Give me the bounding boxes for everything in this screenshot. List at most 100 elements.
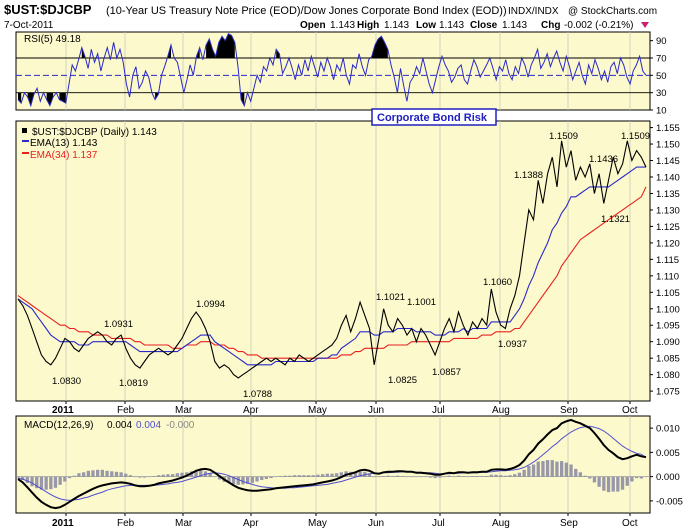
price-tick-label: 1.080	[656, 370, 680, 381]
macd-tick-label: 0.010	[656, 424, 680, 435]
macd-tick-label: 0.005	[656, 448, 680, 459]
low-value: 1.143	[439, 20, 464, 31]
chg-value: -0.002 (-0.21%)	[564, 20, 633, 31]
macd-histogram-bar	[531, 464, 536, 477]
price-data-label: 1.1509	[549, 131, 578, 142]
macd-histogram-bar	[180, 472, 184, 477]
macd-histogram-bar	[199, 470, 203, 477]
macd-histogram-bar	[574, 468, 578, 477]
macd-histogram-bar	[86, 470, 90, 477]
rsi-overbought-fill	[81, 33, 640, 58]
macd-y-axis: 0.010 0.005 0.000 -0.005	[650, 424, 683, 507]
macd-histogram-bar	[625, 476, 629, 486]
macd-histogram-bar	[560, 461, 564, 477]
price-tick-label: 1.135	[656, 189, 680, 200]
price-data-label: 1.1436	[589, 154, 618, 165]
price-y-axis: 1.155 1.150 1.145 1.140 1.135 1.130 1.125 1.120…	[650, 123, 680, 398]
macd-histogram-bar	[461, 476, 465, 477]
macd-x-axis: 2011 Feb Mar Apr May Jun Jul Aug Sep Oct	[52, 513, 638, 529]
macd-histogram-bar	[410, 476, 414, 478]
macd-histogram-bar	[91, 470, 95, 477]
macd-histogram-bar	[185, 472, 189, 477]
macd-histogram-bar	[241, 476, 245, 485]
macd-histogram-bar	[499, 475, 503, 477]
price-tick-label: 1.110	[656, 271, 679, 282]
macd-histogram-bar	[44, 476, 48, 490]
macd-histogram-bar	[231, 476, 236, 485]
low-label: Low	[416, 20, 436, 31]
macd-histogram-bar	[21, 476, 25, 480]
macd-histogram-bar	[592, 476, 597, 483]
macd-histogram-bar	[536, 461, 540, 477]
down-arrow-icon	[641, 22, 649, 28]
macd-x-tick-label: 2011	[52, 518, 74, 529]
macd-histogram-bar	[325, 473, 329, 477]
macd-histogram-bar	[545, 460, 550, 477]
macd-histogram-bar	[67, 476, 72, 479]
price-data-label: 1.1388	[514, 170, 543, 181]
price-tick-label: 1.120	[656, 238, 680, 249]
price-x-tick-label: Mar	[175, 405, 193, 416]
macd-histogram-bar	[555, 461, 559, 477]
macd-legend-label: MACD(12,26,9)	[24, 420, 93, 431]
price-data-label: 1.0994	[196, 299, 225, 310]
macd-histogram-bar	[264, 476, 268, 479]
macd-histogram-bar	[442, 476, 447, 478]
macd-histogram-bar	[550, 460, 554, 477]
rsi-panel	[15, 31, 651, 111]
macd-histogram-bar	[35, 476, 39, 489]
macd-histogram-bar	[175, 473, 179, 477]
brand-logo: @ StockCharts.com	[568, 6, 657, 17]
macd-histogram-bar	[583, 475, 587, 477]
macd-histogram-bar	[100, 469, 104, 477]
macd-histogram-bar	[438, 476, 442, 478]
macd-histogram-bar	[597, 476, 601, 487]
macd-signal-line	[17, 425, 647, 501]
macd-histogram-bar	[157, 475, 161, 477]
price-x-tick-label: May	[308, 405, 327, 416]
macd-histogram-bar	[25, 476, 29, 483]
price-tick-label: 1.150	[656, 140, 680, 151]
macd-histogram-bar	[213, 476, 217, 478]
macd-x-tick-label: May	[308, 518, 327, 529]
macd-histogram-bar	[471, 476, 475, 477]
macd-x-tick-label: Apr	[243, 518, 259, 529]
macd-histogram-bar	[335, 473, 339, 477]
macd-histogram-bar	[316, 474, 320, 477]
rsi-y-axis: 90 70 50 30 10	[650, 36, 667, 117]
macd-histogram-bar	[400, 476, 404, 477]
close-value: 1.143	[502, 20, 527, 31]
price-tick-label: 1.075	[656, 387, 680, 398]
ema13-series-line	[17, 166, 646, 366]
macd-histogram-bar	[639, 476, 643, 479]
macd-histogram-bar	[133, 476, 137, 478]
macd-histogram-bar	[217, 476, 222, 480]
macd-histogram-bar	[302, 475, 306, 477]
rsi-layer	[16, 32, 650, 108]
price-panel	[15, 120, 651, 402]
price-data-label: 1.1321	[601, 214, 630, 225]
price-data-label: 1.0788	[243, 389, 272, 400]
macd-histogram-bar	[391, 476, 395, 477]
macd-histogram-bar	[269, 476, 273, 479]
macd-histogram-bar	[171, 474, 175, 477]
macd-histogram-bar	[124, 473, 128, 477]
macd-legend-macd: 0.004	[107, 420, 132, 431]
price-data-label: 1.0830	[52, 376, 81, 387]
macd-histogram-bar	[635, 476, 639, 479]
macd-histogram-bar	[620, 476, 625, 490]
chg-label: Chg	[541, 20, 560, 31]
macd-histogram-bar	[541, 461, 545, 477]
macd-line	[17, 418, 647, 510]
macd-histogram-bar	[494, 474, 498, 477]
price-legend-text: $UST:$DJCBP (Daily) 1.143	[32, 127, 157, 138]
price-x-tick-label: Oct	[622, 405, 638, 416]
macd-histogram-bar	[447, 475, 451, 477]
price-legend: $UST:$DJCBP (Daily) 1.143 EMA(13) 1.143 …	[22, 127, 157, 161]
macd-histogram-bar	[396, 475, 400, 477]
macd-histogram-bar	[161, 474, 165, 477]
macd-histogram-bar	[527, 466, 531, 477]
rsi-tick-label: 90	[656, 36, 667, 47]
close-label: Close	[470, 20, 498, 31]
macd-histogram-bar	[208, 473, 212, 477]
